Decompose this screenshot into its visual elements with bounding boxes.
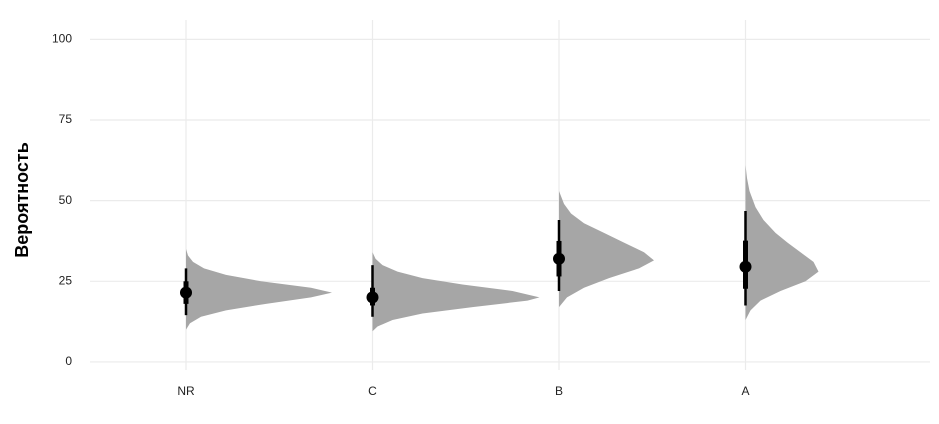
density: [372, 252, 540, 332]
point: [739, 260, 752, 273]
point: [553, 252, 565, 265]
x-tick-label: B: [555, 384, 563, 398]
y-tick-label: 100: [52, 32, 72, 46]
y-tick-label: 0: [65, 354, 72, 368]
y-tick-label: 50: [59, 193, 73, 207]
x-tick-label: NR: [177, 384, 195, 398]
density: [186, 249, 332, 330]
density: [559, 190, 654, 308]
x-tick-label: A: [741, 384, 749, 398]
x-tick-label: C: [368, 384, 377, 398]
point: [366, 291, 379, 304]
density: [745, 165, 819, 320]
y-tick-label: 75: [59, 112, 73, 126]
point: [180, 286, 192, 299]
y-axis-label: Вероятность: [12, 142, 32, 258]
y-tick-label: 25: [59, 273, 73, 287]
